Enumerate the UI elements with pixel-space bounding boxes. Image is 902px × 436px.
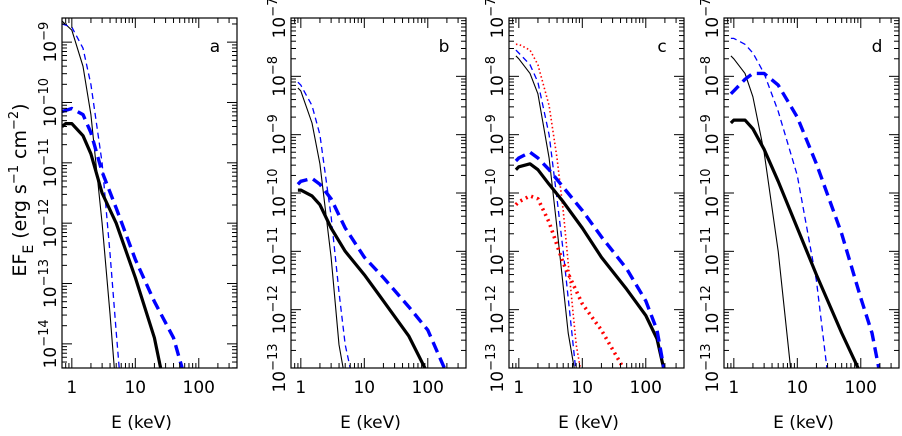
y-tick-label: 10−13 [266, 343, 290, 392]
series-line-thin-dashed [515, 49, 577, 368]
y-tick-label: 10−12 [484, 285, 508, 334]
y-tick-label: 10−10 [266, 168, 290, 217]
plot-frame [61, 17, 238, 369]
series-line-thick-dashed [729, 71, 881, 368]
y-tick-label: 10−8 [699, 56, 723, 97]
y-tick-label: 10−11 [37, 138, 61, 187]
x-tick-label: 10 [124, 378, 146, 398]
y-tick-label: 10−13 [37, 259, 61, 308]
y-tick-label: 10−10 [37, 78, 61, 127]
plot-frame [723, 17, 900, 369]
y-ticks [291, 17, 466, 369]
x-tick-label: 100 [630, 378, 662, 398]
y-tick-label: 10−8 [484, 56, 508, 97]
y-tick-label: 10−7 [484, 0, 508, 38]
y-tick-label: 10−7 [266, 0, 290, 38]
y-tick-label: 10−10 [699, 168, 723, 217]
series-group [62, 20, 184, 368]
panel-letter: a [210, 37, 220, 57]
series-line-thin-solid [730, 55, 792, 368]
x-tick-label: 100 [412, 378, 444, 398]
chart-panels: 1 10 100 10−14 10−13 10−12 10−11 10−10 10−9 a E (k… [37, 0, 900, 433]
y-tick-label: 10−12 [699, 285, 723, 334]
x-axis-label: E (keV) [111, 413, 172, 433]
plot-frame [290, 17, 467, 369]
series-line-thin-dashed [730, 37, 828, 368]
y-tick-label: 10−11 [699, 227, 723, 276]
y-tick-label: 10−11 [484, 227, 508, 276]
series-line-thin-solid [297, 87, 344, 368]
series-line-thin-dashed [62, 23, 120, 368]
x-tick-label: 10 [571, 378, 593, 398]
series-line-thick-dotted [514, 194, 626, 368]
series-group [729, 37, 881, 368]
x-tick-label: 1 [295, 378, 306, 398]
panel-d: 1 10 100 10−13 10−12 10−11 10−10 10−9 10−8 10−7 d E… [699, 0, 900, 433]
x-tick-label: 1 [513, 378, 524, 398]
y-tick-label: 10−12 [37, 199, 61, 248]
panel-a: 1 10 100 10−14 10−13 10−12 10−11 10−10 10−9 a E (k… [37, 17, 238, 433]
panel-letter: b [439, 37, 450, 57]
panel-letter: c [657, 37, 666, 57]
x-axis-label: E (keV) [773, 413, 834, 433]
y-tick-label: 10−7 [699, 0, 723, 38]
x-tick-label: 1 [728, 378, 739, 398]
x-tick-label: 1 [66, 378, 77, 398]
series-line-thin-dashed [297, 81, 351, 368]
y-tick-label: 10−10 [484, 168, 508, 217]
y-tick-label: 10−13 [484, 343, 508, 392]
x-ticks [290, 18, 467, 368]
series-line-thick-solid [62, 122, 163, 368]
series-line-thick-dashed [296, 176, 447, 368]
series-group [296, 81, 447, 368]
y-tick-label: 10−13 [699, 343, 723, 392]
series-line-thick-dashed [514, 150, 666, 368]
panel-b: 1 10 100 10−13 10−12 10−11 10−10 10−9 10−8 10−7 b E… [266, 0, 467, 433]
x-axis-label: E (keV) [340, 413, 401, 433]
y-tick-label: 10−8 [266, 56, 290, 97]
series-line-thick-dashed [62, 106, 184, 368]
series-line-thick-solid [297, 188, 427, 368]
series-group [514, 43, 666, 368]
x-tick-label: 10 [786, 378, 808, 398]
panel-letter: d [872, 37, 883, 57]
y-ticks [62, 23, 237, 369]
series-line-thick-solid [514, 162, 666, 368]
x-tick-label: 100 [845, 378, 877, 398]
x-tick-label: 10 [353, 378, 375, 398]
series-line-thin-dotted [515, 43, 582, 368]
x-ticks [61, 18, 238, 368]
y-ticks [509, 17, 684, 369]
series-line-thick-solid [729, 118, 860, 368]
series-line-thin-solid [62, 20, 115, 368]
series-line-thin-solid [515, 55, 575, 368]
panel-c: 1 10 100 10−13 10−12 10−11 10−10 10−9 10−8 10−7 c E… [484, 0, 685, 433]
y-tick-label: 10−14 [37, 319, 61, 368]
x-axis-label: E (keV) [558, 413, 619, 433]
x-tick-label: 100 [183, 378, 215, 398]
y-tick-label: 10−9 [266, 114, 290, 155]
x-ticks [723, 18, 900, 368]
y-tick-label: 10−9 [484, 114, 508, 155]
y-ticks [724, 17, 899, 369]
x-ticks [508, 18, 685, 368]
y-tick-label: 10−12 [266, 285, 290, 334]
y-tick-label: 10−11 [266, 227, 290, 276]
plot-frame [508, 17, 685, 369]
y-axis-label: EFE (erg s−1 cm−2) [7, 103, 37, 276]
y-tick-label: 10−9 [37, 22, 61, 63]
y-tick-label: 10−9 [699, 114, 723, 155]
